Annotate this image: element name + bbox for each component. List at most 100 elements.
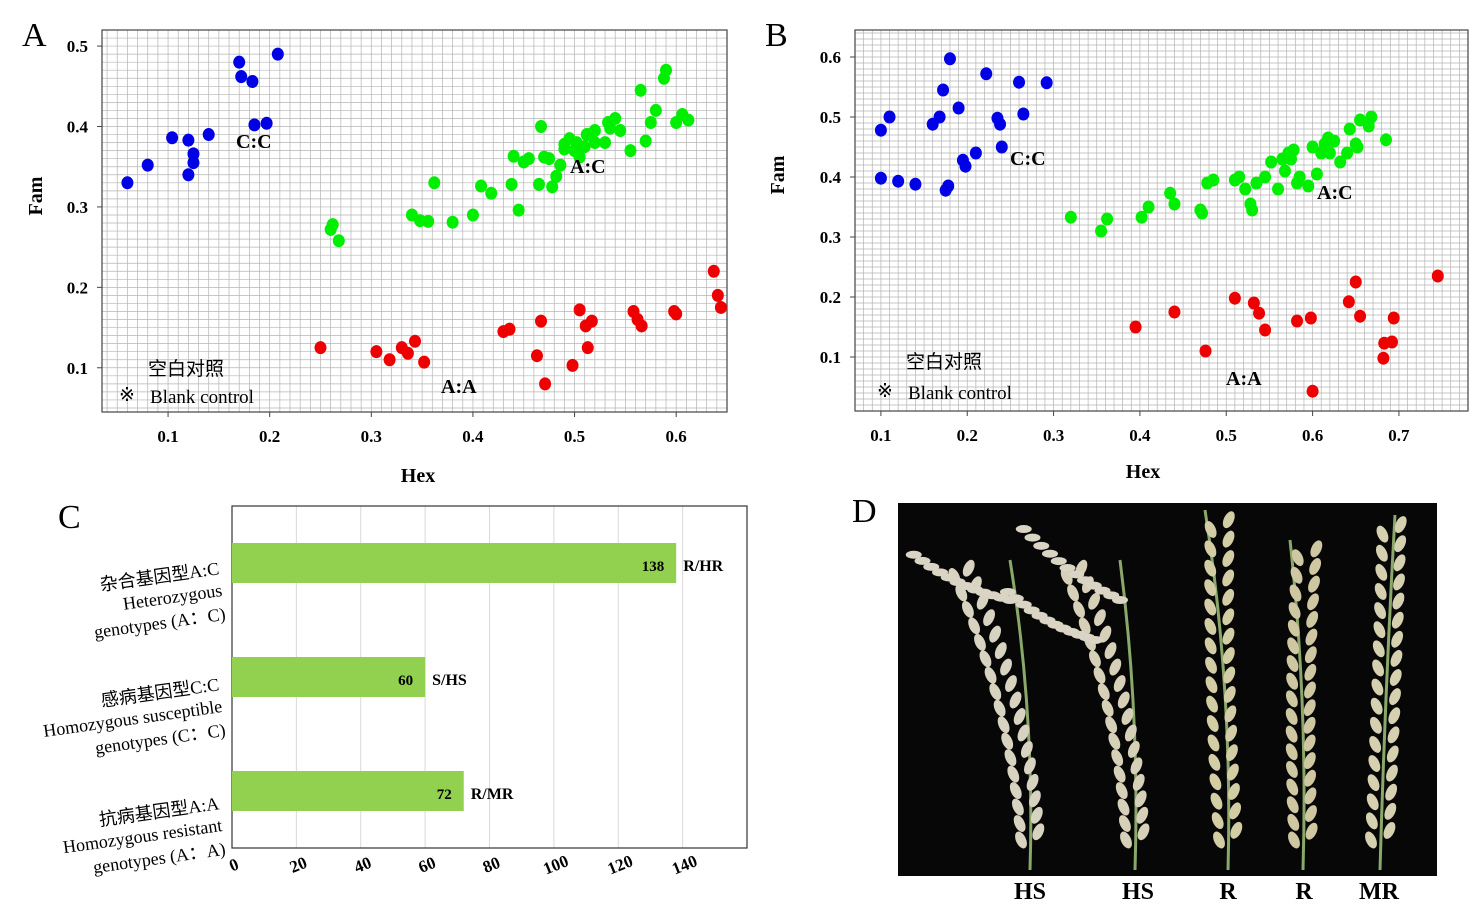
point-ac-b bbox=[1168, 197, 1181, 211]
panicle-grain bbox=[989, 625, 1002, 643]
point-aa-a bbox=[573, 303, 586, 317]
panicle-grain bbox=[1394, 516, 1407, 533]
category-label-resistant: 抗病基因型A:A Homozygous resistant genotypes … bbox=[62, 793, 227, 878]
panicle-grain bbox=[1109, 658, 1122, 676]
panicle-grain bbox=[1120, 831, 1132, 849]
panicle-grain bbox=[1229, 802, 1242, 820]
panicle-grain bbox=[1373, 621, 1386, 639]
x-tick-label-c: 80 bbox=[480, 853, 503, 877]
point-aa-a bbox=[670, 307, 683, 321]
panicle-grain bbox=[1132, 773, 1145, 791]
bars-c: 138 R/HR 60 S/HS 72 R/MR bbox=[232, 543, 724, 811]
panicle-grain bbox=[1287, 637, 1300, 655]
panicle-grain bbox=[1366, 793, 1379, 811]
panel-letter-d: D bbox=[852, 493, 877, 530]
panicle-grain bbox=[1015, 600, 1032, 609]
bar-grade-label-1: S/HS bbox=[432, 672, 467, 689]
panicle-grain bbox=[1094, 609, 1106, 627]
panicle-grain bbox=[1388, 707, 1401, 725]
point-cc-b bbox=[874, 171, 887, 185]
x-tick-label-c: 120 bbox=[605, 851, 636, 878]
x-tick-label-b: 0.5 bbox=[1216, 426, 1237, 445]
panicle-grain bbox=[1368, 755, 1381, 772]
point-ac-b bbox=[1351, 140, 1364, 154]
panicle-grain bbox=[1375, 563, 1388, 581]
panicle-grain bbox=[983, 609, 995, 627]
panicle-grain bbox=[1303, 734, 1316, 752]
point-ac-b bbox=[1101, 212, 1114, 226]
point-ac-b bbox=[1233, 170, 1246, 184]
point-ac-a bbox=[639, 134, 652, 148]
panicle-grain bbox=[1209, 773, 1222, 791]
panicle-grain bbox=[1369, 735, 1382, 753]
panicle-grain bbox=[1222, 588, 1235, 606]
point-ac-a bbox=[332, 234, 345, 248]
x-tick-label-b: 0.4 bbox=[1129, 426, 1151, 445]
point-ac-b bbox=[1164, 186, 1177, 200]
point-ac-a bbox=[532, 177, 545, 191]
panicle-grain bbox=[1390, 649, 1403, 667]
point-ac-b bbox=[1293, 170, 1306, 184]
point-aa-a bbox=[314, 341, 327, 355]
panicle-grain bbox=[1222, 627, 1235, 645]
point-ac-b bbox=[1310, 167, 1323, 181]
x-tick-label-b: 0.1 bbox=[870, 426, 891, 445]
panicle-grain bbox=[1009, 691, 1022, 709]
y-tick-label-b: 0.1 bbox=[820, 348, 841, 367]
panicle-stem bbox=[1203, 509, 1231, 871]
x-tick-label-a: 0.6 bbox=[666, 427, 687, 446]
point-ac-a bbox=[428, 176, 441, 190]
y-axis-title-a: Fam bbox=[25, 176, 47, 215]
bar-2 bbox=[232, 771, 464, 811]
panicle-grain bbox=[1113, 765, 1126, 783]
panicle-grain bbox=[1101, 699, 1114, 717]
panicle-grain bbox=[1374, 602, 1387, 620]
panicle-grain bbox=[1117, 798, 1130, 816]
point-ac-a bbox=[522, 152, 535, 166]
panicle-grain bbox=[997, 716, 1010, 734]
y-tick-label-b: 0.3 bbox=[820, 228, 841, 247]
blank-control-symbol-b: ※ bbox=[877, 381, 893, 402]
point-aa-b bbox=[1253, 306, 1266, 320]
panicle-grain bbox=[1093, 666, 1106, 684]
point-ac-a bbox=[543, 152, 556, 166]
point-cc-a bbox=[141, 158, 154, 172]
point-ac-a bbox=[422, 214, 435, 228]
panicle-grain bbox=[1089, 650, 1101, 668]
panel-letter-a: A bbox=[22, 17, 47, 54]
panicle-grain bbox=[1375, 544, 1388, 562]
point-cc-a bbox=[182, 133, 195, 147]
point-aa-b bbox=[1291, 314, 1304, 328]
panicle-grain bbox=[1371, 678, 1384, 696]
panicle-grain bbox=[1386, 764, 1398, 782]
point-cc-b bbox=[980, 67, 993, 81]
panicle-grain bbox=[1067, 584, 1079, 602]
tick-labels-a: 0.1 0.2 0.3 0.4 0.5 0.6 0.1 0.2 0.3 0.4 0.5 bbox=[67, 37, 687, 446]
point-aa-b bbox=[1387, 311, 1400, 325]
panicle-grain bbox=[1206, 715, 1219, 732]
panicle-grain bbox=[1007, 765, 1020, 783]
point-ac-a bbox=[573, 150, 586, 164]
grid-b bbox=[855, 30, 1468, 412]
panicle-grain bbox=[1085, 581, 1102, 590]
point-aa-a bbox=[635, 319, 648, 333]
panicle-grain bbox=[1104, 642, 1117, 660]
point-aa-b bbox=[1306, 384, 1319, 398]
panicle-grain bbox=[1009, 782, 1022, 800]
point-aa-b bbox=[1431, 269, 1444, 283]
point-aa-b bbox=[1129, 320, 1142, 334]
point-ac-b bbox=[1265, 155, 1278, 169]
point-ac-a bbox=[505, 177, 518, 191]
panicle-grain bbox=[1005, 675, 1017, 692]
point-aa-a bbox=[535, 314, 548, 328]
point-ac-b bbox=[1354, 113, 1367, 127]
panicle-grain bbox=[1304, 769, 1317, 787]
point-aa-a bbox=[418, 355, 431, 369]
point-ac-a bbox=[535, 120, 548, 134]
point-ac-b bbox=[1306, 140, 1319, 154]
group-label-cc-a: C:C bbox=[236, 131, 272, 153]
panicle-grain bbox=[1206, 695, 1218, 713]
point-ac-a bbox=[682, 113, 695, 127]
panicle-grain bbox=[1204, 579, 1217, 597]
